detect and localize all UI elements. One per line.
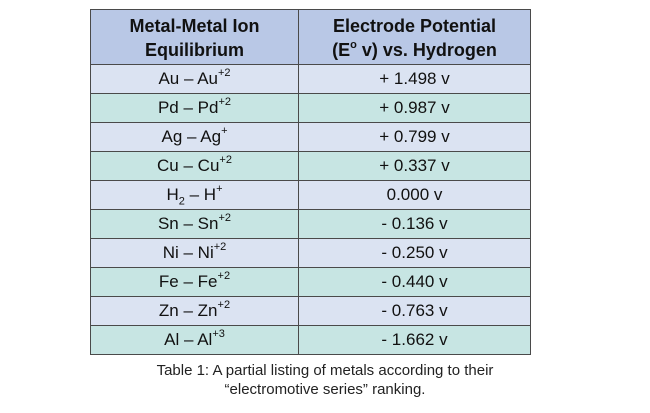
table-row: Au – Au+2 + 1.498 v: [90, 64, 531, 94]
equilibrium-metal: Ni – Ni: [162, 243, 214, 262]
cell-equilibrium: Au – Au+2: [90, 64, 299, 94]
equilibrium-metal: Cu – Cu: [157, 156, 220, 175]
equilibrium-sup: +2: [213, 241, 227, 254]
equilibrium-metal: Al – Al: [164, 330, 213, 349]
cell-equilibrium: Ag – Ag+: [90, 122, 299, 152]
cell-equilibrium: Al – Al+3: [90, 325, 299, 355]
equilibrium-metal: Au – Au: [158, 69, 218, 88]
header-metal-ion-equilibrium: Metal-Metal Ion Equilibrium: [90, 9, 299, 65]
equilibrium-sub: 2: [178, 195, 185, 208]
equilibrium-metal: Fe – Fe: [158, 272, 218, 291]
electromotive-series-table: Metal-Metal Ion Equilibrium Electrode Po…: [90, 9, 531, 355]
equilibrium-metal: Zn – Zn: [158, 301, 218, 320]
caption-line-1: Table 1: A partial listing of metals acc…: [156, 362, 494, 379]
caption-line-2: “electromotive series” ranking.: [224, 381, 426, 398]
equilibrium-sup: +2: [218, 96, 232, 109]
cell-equilibrium: Sn – Sn+2: [90, 209, 299, 239]
header-line: (E: [332, 40, 351, 60]
table-header-row: Metal-Metal Ion Equilibrium Electrode Po…: [90, 9, 531, 65]
cell-potential: - 0.250 v: [298, 238, 531, 268]
header-line: Electrode Potential: [332, 16, 497, 36]
equilibrium-sup: +2: [218, 67, 231, 80]
cell-equilibrium: Zn – Zn+2: [90, 296, 299, 326]
cell-equilibrium: Pd – Pd+2: [90, 93, 299, 123]
equilibrium-ion: – H: [184, 185, 217, 204]
table-row: Ni – Ni+2- 0.250 v: [90, 238, 531, 268]
equilibrium-sup: +2: [218, 212, 232, 225]
cell-potential: - 1.662 v: [298, 325, 531, 355]
table-body: Au – Au+2 + 1.498 v Pd – Pd+2 + 0.987 v Ag –…: [90, 64, 531, 355]
cell-equilibrium: Ni – Ni+2: [90, 238, 299, 268]
table-caption: Table 1: A partial listing of metals acc…: [0, 361, 650, 399]
equilibrium-metal: H: [166, 185, 179, 204]
equilibrium-sup: +: [221, 125, 228, 138]
equilibrium-sup: +2: [217, 299, 231, 312]
table-row: Fe – Fe+2- 0.440 v: [90, 267, 531, 297]
cell-potential: + 0.987 v: [298, 93, 531, 123]
equilibrium-metal: Sn – Sn: [157, 214, 219, 233]
table-row: Sn – Sn+2- 0.136 v: [90, 209, 531, 239]
cell-potential: 0.000 v: [298, 180, 531, 210]
table-row: Al – Al+3- 1.662 v: [90, 325, 531, 355]
equilibrium-sup: +3: [212, 328, 225, 341]
cell-equilibrium: Cu – Cu+2: [90, 151, 299, 181]
cell-potential: - 0.440 v: [298, 267, 531, 297]
header-line: Metal-Metal Ion: [129, 16, 260, 36]
table-row: Pd – Pd+2 + 0.987 v: [90, 93, 531, 123]
equilibrium-metal: Ag – Ag: [161, 127, 222, 146]
table-row: Zn – Zn+2- 0.763 v: [90, 296, 531, 326]
cell-potential: + 1.498 v: [298, 64, 531, 94]
equilibrium-sup: +2: [217, 270, 231, 283]
cell-potential: - 0.763 v: [298, 296, 531, 326]
table-row: Cu – Cu+2 + 0.337 v: [90, 151, 531, 181]
header-line: v) vs. Hydrogen: [356, 40, 497, 60]
cell-equilibrium: Fe – Fe+2: [90, 267, 299, 297]
table-row: Ag – Ag+ + 0.799 v: [90, 122, 531, 152]
cell-potential: - 0.136 v: [298, 209, 531, 239]
equilibrium-sup: +: [216, 183, 223, 196]
cell-potential: + 0.337 v: [298, 151, 531, 181]
header-line: Equilibrium: [145, 40, 244, 60]
table-row: H2 – H+ 0.000 v: [90, 180, 531, 210]
header-superscript: o: [350, 39, 357, 51]
cell-potential: + 0.799 v: [298, 122, 531, 152]
equilibrium-metal: Pd – Pd: [157, 98, 219, 117]
header-electrode-potential: Electrode Potential (Eo v) vs. Hydrogen: [298, 9, 531, 65]
equilibrium-sup: +2: [219, 154, 232, 167]
cell-equilibrium: H2 – H+: [90, 180, 299, 210]
